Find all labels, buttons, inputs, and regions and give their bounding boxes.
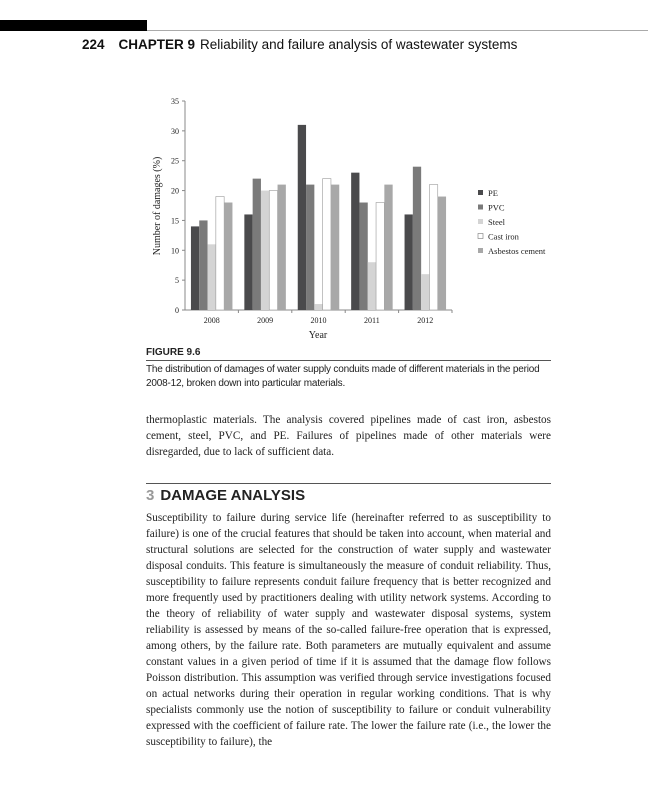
bar-asbestos-cement [384,184,393,310]
figure-rule [146,360,551,361]
legend-label: PE [488,188,498,198]
y-tick-label: 30 [171,127,179,136]
bar-steel [421,274,430,310]
bar-asbestos-cement [277,184,286,310]
legend-swatch [478,204,483,210]
bar-asbestos-cement [330,184,340,310]
page-number: 224 [82,37,105,52]
figure-label: FIGURE 9.6 [146,347,201,358]
x-tick-label: 2012 [417,316,433,325]
body-paragraph: Susceptibility to failure during service… [146,512,551,748]
x-tick-label: 2010 [311,316,327,325]
x-tick-label: 2008 [204,316,220,325]
bar-cast-iron [215,196,225,311]
y-tick-label: 35 [171,97,179,106]
bar-steel [367,262,377,310]
bar-cast-iron [375,202,385,311]
legend-swatch [478,190,483,195]
section-title: DAMAGE ANALYSIS [160,487,306,504]
bar-steel [207,244,216,310]
bar-pe [297,124,307,310]
bar-pvc [412,166,422,310]
bar-pe [404,214,413,310]
bar-pe [190,226,200,310]
y-tick-label: 20 [171,187,179,196]
legend-label: PVC [488,203,505,213]
header-bar [0,20,147,31]
bar-steel [314,304,323,310]
legend-label: Cast iron [488,232,520,242]
bar-steel [260,190,270,310]
bar-cast-iron [429,184,439,311]
y-tick-label: 15 [171,216,179,225]
section-number: 3 [146,487,155,504]
y-tick-label: 10 [171,246,179,255]
running-header: 224 CHAPTER 9 Reliability and failure anal… [82,37,517,52]
bar-asbestos-cement [437,196,447,310]
x-tick-label: 2009 [257,316,273,325]
x-axis-label: Year [309,330,328,341]
bar-cast-iron [268,190,278,311]
bar-cast-iron [322,178,332,311]
legend-swatch [478,219,483,224]
bar-chart: 0 5 10 15 20 25 30 35 2008 2009 2010 2011 2012 PE PVC… [152,97,546,341]
bar-pe [244,214,253,310]
bar-pvc [359,202,368,310]
legend-swatch [477,233,484,239]
bar-pvc [199,220,208,310]
figure-caption: The distribution of damages of water sup… [146,364,540,389]
header-rule [147,30,648,31]
x-tick-label: 2011 [364,316,380,325]
y-tick-label: 0 [175,306,179,315]
legend-swatch [478,248,483,253]
section-heading: 3 DAMAGE ANALYSIS [146,487,305,504]
chapter-label: CHAPTER 9 [118,37,196,52]
bar-pe [351,172,360,310]
bar-pvc [252,178,261,310]
bar-asbestos-cement [224,202,233,310]
legend-label: Steel [488,217,506,227]
y-axis-label: Number of damages (%) [152,157,163,256]
body-paragraph: thermoplastic materials. The analysis co… [146,414,551,458]
y-tick-label: 25 [171,157,179,166]
bar-pvc [306,184,315,310]
y-tick-label: 5 [175,276,179,285]
chapter-title: Reliability and failure analysis of wast… [200,37,518,52]
legend-label: Asbestos cement [488,246,546,256]
section-rule [146,483,551,484]
